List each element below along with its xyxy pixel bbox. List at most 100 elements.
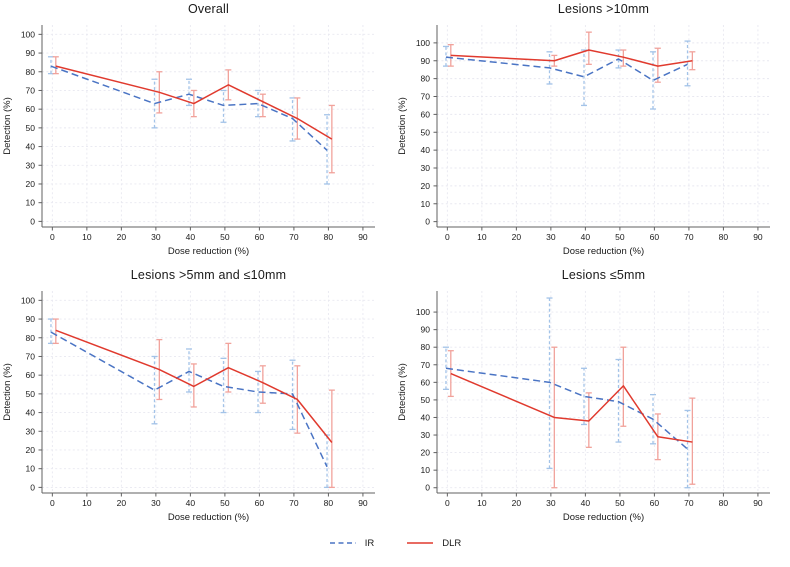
ir-line xyxy=(50,331,328,468)
svg-text:10: 10 xyxy=(477,232,487,242)
dlr-solid-line-swatch xyxy=(407,542,434,544)
gridlines xyxy=(437,291,770,493)
svg-text:90: 90 xyxy=(421,56,431,66)
axes xyxy=(433,291,770,497)
chart-panel-lesions-gt10mm: Lesions >10mm 0 10 20 30 40 50 60 70 80 90 0 10 20 30… xyxy=(395,2,790,262)
svg-text:0: 0 xyxy=(30,482,35,492)
svg-text:60: 60 xyxy=(650,232,660,242)
line-chart-lesions-le5mm: 0 10 20 30 40 50 60 70 80 90 0 10 20 30 40 50 60 70 80 90 10… xyxy=(397,291,770,523)
svg-text:90: 90 xyxy=(753,232,763,242)
svg-text:50: 50 xyxy=(220,498,230,508)
tick-labels: 0 10 20 30 40 50 60 70 80 90 0 10 20 30 40 50 60 70 80 90 10… xyxy=(416,38,763,242)
ir-error-bars xyxy=(442,297,691,489)
axes xyxy=(38,291,375,497)
svg-text:70: 70 xyxy=(26,85,36,95)
chart-title-lesions-5to10mm: Lesions >5mm and ≤10mm xyxy=(130,268,287,282)
svg-text:40: 40 xyxy=(186,232,196,242)
ir-line xyxy=(50,65,328,151)
svg-text:30: 30 xyxy=(151,498,161,508)
svg-text:60: 60 xyxy=(26,104,36,114)
ir-line xyxy=(445,56,688,82)
svg-text:90: 90 xyxy=(26,314,36,324)
dlr-error-bars xyxy=(52,56,335,174)
svg-text:10: 10 xyxy=(82,232,92,242)
svg-text:50: 50 xyxy=(220,232,230,242)
svg-text:80: 80 xyxy=(26,333,36,343)
ir-line xyxy=(445,367,689,450)
chart-title-lesions-le5mm: Lesions ≤5mm xyxy=(561,268,646,282)
svg-text:80: 80 xyxy=(324,232,334,242)
svg-text:10: 10 xyxy=(421,465,431,475)
svg-text:80: 80 xyxy=(324,498,334,508)
chart-panel-lesions-5to10mm: Lesions >5mm and ≤10mm 0 10 20 30 40 50 60 70 80… xyxy=(0,268,395,528)
svg-text:0: 0 xyxy=(50,232,55,242)
svg-text:50: 50 xyxy=(421,127,431,137)
svg-text:70: 70 xyxy=(684,232,694,242)
chart-panel-overall: Overall 0 10 20 30 40 50 60 70 80 90 0 10 20 30 40 50 60… xyxy=(0,2,395,262)
dlr-error-bars xyxy=(52,318,335,489)
svg-text:70: 70 xyxy=(421,360,431,370)
svg-text:50: 50 xyxy=(26,123,36,133)
svg-text:0: 0 xyxy=(425,483,430,493)
svg-text:40: 40 xyxy=(186,498,196,508)
svg-text:30: 30 xyxy=(26,160,36,170)
dlr-line xyxy=(450,372,693,443)
svg-text:90: 90 xyxy=(421,325,431,335)
svg-text:10: 10 xyxy=(26,198,36,208)
svg-text:60: 60 xyxy=(421,377,431,387)
svg-text:30: 30 xyxy=(421,430,431,440)
x-axis-label: Dose reduction (%) xyxy=(168,512,249,523)
x-axis-label: Dose reduction (%) xyxy=(168,246,249,257)
svg-text:30: 30 xyxy=(26,426,36,436)
svg-text:80: 80 xyxy=(719,232,729,242)
legend-item-ir: IR xyxy=(329,537,375,549)
svg-text:60: 60 xyxy=(255,232,265,242)
axes xyxy=(38,25,375,231)
line-chart-lesions-5to10mm: 0 10 20 30 40 50 60 70 80 90 0 10 20 30 40 50 60 70 80 90 10… xyxy=(2,291,375,523)
dlr-line xyxy=(450,49,693,67)
svg-text:20: 20 xyxy=(512,498,522,508)
svg-text:20: 20 xyxy=(421,181,431,191)
dlr-error-bars xyxy=(447,31,696,83)
gridlines xyxy=(42,291,375,493)
dlr-error-bars xyxy=(447,346,696,489)
chart-title-overall: Overall xyxy=(188,2,229,16)
svg-text:30: 30 xyxy=(151,232,161,242)
svg-text:70: 70 xyxy=(289,498,299,508)
svg-text:0: 0 xyxy=(445,498,450,508)
y-axis-label: Detection (%) xyxy=(2,363,13,421)
tick-labels: 0 10 20 30 40 50 60 70 80 90 0 10 20 30 40 50 60 70 80 90 10… xyxy=(21,295,368,508)
svg-text:60: 60 xyxy=(26,370,36,380)
svg-text:40: 40 xyxy=(421,412,431,422)
svg-text:10: 10 xyxy=(26,464,36,474)
svg-text:20: 20 xyxy=(512,232,522,242)
gridlines xyxy=(42,25,375,227)
tick-labels: 0 10 20 30 40 50 60 70 80 90 0 10 20 30 40 50 60 70 80 90 10… xyxy=(21,29,368,242)
legend-label-ir: IR xyxy=(364,537,375,549)
y-axis-label: Detection (%) xyxy=(2,97,13,155)
svg-text:100: 100 xyxy=(416,307,430,317)
dlr-line xyxy=(55,329,333,443)
svg-text:70: 70 xyxy=(289,232,299,242)
svg-text:0: 0 xyxy=(30,216,35,226)
svg-text:10: 10 xyxy=(82,498,92,508)
svg-text:50: 50 xyxy=(615,232,625,242)
svg-text:100: 100 xyxy=(21,29,35,39)
svg-text:40: 40 xyxy=(581,498,591,508)
line-chart-lesions-gt10mm: 0 10 20 30 40 50 60 70 80 90 0 10 20 30 40 50 60 70 80 90 10… xyxy=(397,25,770,257)
charts-grid: Overall 0 10 20 30 40 50 60 70 80 90 0 10 20 30 40 50 60… xyxy=(0,2,790,528)
svg-text:80: 80 xyxy=(26,67,36,77)
legend-item-dlr: DLR xyxy=(406,538,461,549)
svg-text:40: 40 xyxy=(421,145,431,155)
svg-text:20: 20 xyxy=(117,498,127,508)
svg-text:90: 90 xyxy=(753,498,763,508)
svg-text:80: 80 xyxy=(421,74,431,84)
svg-text:0: 0 xyxy=(425,217,430,227)
chart-panel-lesions-le5mm: Lesions ≤5mm 0 10 20 30 40 50 60 70 80 90 0 10 20 30 4… xyxy=(395,268,790,528)
svg-text:60: 60 xyxy=(421,109,431,119)
tick-labels: 0 10 20 30 40 50 60 70 80 90 0 10 20 30 40 50 60 70 80 90 10… xyxy=(416,307,763,508)
svg-text:90: 90 xyxy=(358,232,368,242)
dlr-line xyxy=(55,65,333,140)
svg-text:40: 40 xyxy=(26,408,36,418)
x-axis-label: Dose reduction (%) xyxy=(563,246,644,257)
